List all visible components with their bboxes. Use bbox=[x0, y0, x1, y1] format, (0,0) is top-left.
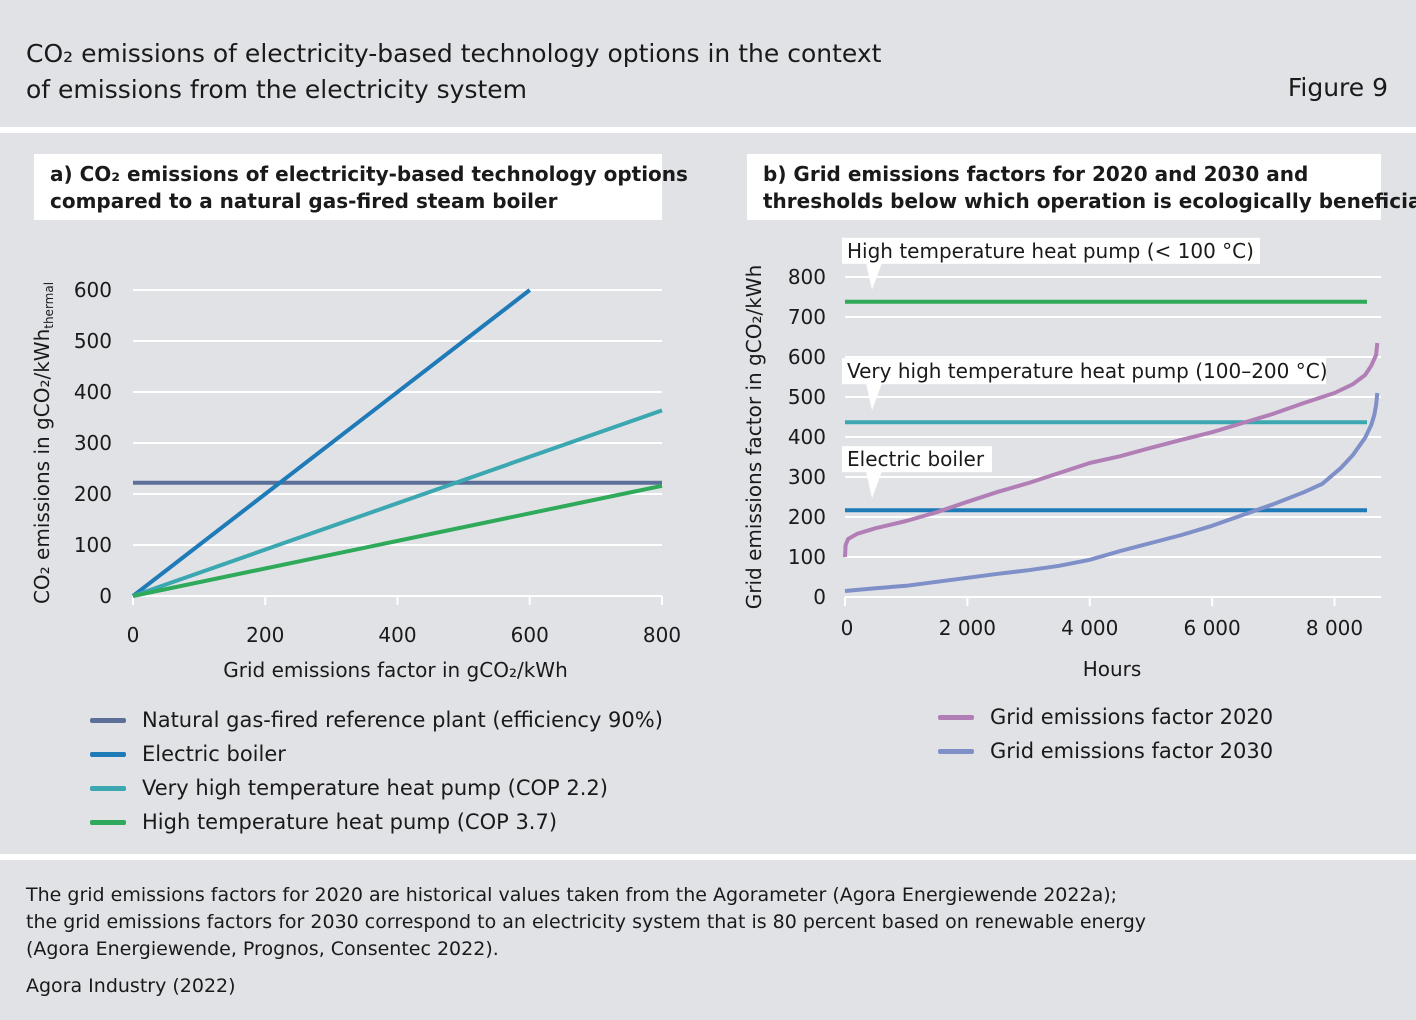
threshold-callout-pointer bbox=[866, 383, 882, 411]
figure-title-line-1: CO₂ emissions of electricity-based techn… bbox=[26, 39, 882, 68]
x-tick-label-b: 8 000 bbox=[1306, 616, 1363, 640]
threshold-label-box bbox=[842, 446, 992, 473]
figure-title: CO₂ emissions of electricity-based techn… bbox=[26, 36, 881, 108]
legend-b: Grid emissions factor 2020 Grid emissions… bbox=[938, 702, 1378, 772]
x-tick-label-a: 600 bbox=[511, 623, 549, 647]
y-tick-label-a: 600 bbox=[74, 278, 112, 302]
figure-title-line-2: of emissions from the electricity system bbox=[26, 75, 528, 104]
y-axis-label-a-main: CO₂ emissions in gCO₂/kWh bbox=[30, 329, 54, 604]
threshold-label: Very high temperature heat pump (100–200… bbox=[847, 359, 1328, 383]
y-tick-label-b: 700 bbox=[788, 305, 826, 329]
y-tick-label-b: 500 bbox=[788, 385, 826, 409]
legend-a-swatch bbox=[90, 718, 126, 723]
legend-a-swatch bbox=[90, 820, 126, 825]
legend-b-swatch bbox=[938, 715, 974, 720]
threshold-label: Electric boiler bbox=[847, 447, 985, 471]
x-axis-label-a: Grid emissions factor in gCO₂/kWh bbox=[223, 658, 568, 682]
x-axis-label-b: Hours bbox=[1083, 657, 1142, 681]
series-line-a bbox=[132, 483, 663, 598]
chart-b: 0 100 200 300 400 500 600 700 800 0 2 000 4 000 6 00… bbox=[742, 237, 1381, 681]
legend-a-label: Natural gas-fired reference plant (effic… bbox=[142, 708, 663, 732]
panel-b-title: b) Grid emissions factors for 2020 and 2… bbox=[747, 154, 1416, 220]
footer-note-line-1: The grid emissions factors for 2020 are … bbox=[26, 884, 1118, 906]
panel-a-title-line-2: compared to a natural gas-fired steam bo… bbox=[50, 189, 558, 213]
figure-header: CO₂ emissions of electricity-based techn… bbox=[0, 0, 1416, 128]
source-credit: Agora Industry (2022) bbox=[26, 975, 236, 997]
x-tick-label-b: 6 000 bbox=[1183, 616, 1240, 640]
panel-a-title-line-1: a) CO₂ emissions of electricity-based te… bbox=[50, 162, 688, 186]
series-line-b bbox=[843, 342, 1380, 558]
chart-a: 0 100 200 300 400 500 600 0 200 400 600 800 Grid emi… bbox=[30, 278, 681, 682]
y-tick-label-b: 300 bbox=[788, 465, 826, 489]
legend-a-swatch bbox=[90, 752, 126, 757]
legend-b-label: Grid emissions factor 2020 bbox=[990, 705, 1274, 729]
legend-b-label: Grid emissions factor 2030 bbox=[990, 739, 1274, 763]
y-axis-label-a-subscript: thermal bbox=[42, 282, 56, 329]
legend-a-swatch bbox=[90, 786, 126, 791]
footer-note: The grid emissions factors for 2020 are … bbox=[26, 882, 1146, 963]
y-tick-label-a: 0 bbox=[99, 584, 112, 608]
panel-a-title: a) CO₂ emissions of electricity-based te… bbox=[34, 154, 688, 220]
y-tick-label-a: 100 bbox=[74, 533, 112, 557]
panel-b-title-line-1: b) Grid emissions factors for 2020 and 2… bbox=[763, 162, 1309, 186]
x-tick-label-a: 0 bbox=[127, 623, 140, 647]
series-line-a bbox=[132, 408, 663, 598]
x-tick-label-a: 800 bbox=[643, 623, 681, 647]
y-tick-label-b: 400 bbox=[788, 425, 826, 449]
legend-a-label: Electric boiler bbox=[142, 742, 286, 766]
legend-a-label: High temperature heat pump (COP 3.7) bbox=[142, 810, 558, 834]
y-tick-label-a: 500 bbox=[74, 329, 112, 353]
y-tick-label-b: 800 bbox=[788, 265, 826, 289]
x-tick-label-b: 2 000 bbox=[939, 616, 996, 640]
series-line-a bbox=[131, 288, 532, 598]
threshold-label-box bbox=[842, 237, 1260, 264]
footer-divider bbox=[0, 854, 1416, 860]
series-line-b bbox=[844, 392, 1380, 593]
y-tick-label-a: 300 bbox=[74, 431, 112, 455]
y-tick-label-b: 0 bbox=[813, 585, 826, 609]
threshold-callout-pointer bbox=[866, 471, 882, 499]
threshold-label: High temperature heat pump (< 100 °C) bbox=[847, 239, 1254, 263]
threshold-callout-pointer bbox=[866, 262, 882, 290]
legend-b-swatch bbox=[938, 749, 974, 754]
y-axis-label-a: CO₂ emissions in gCO₂/kWhthermal bbox=[30, 282, 56, 604]
legend-a: Natural gas-fired reference plant (effic… bbox=[90, 705, 690, 845]
header-divider bbox=[0, 127, 1416, 133]
y-tick-label-b: 600 bbox=[788, 345, 826, 369]
footer-note-line-3: (Agora Energiewende, Prognos, Consentec … bbox=[26, 938, 499, 960]
figure-label: Figure 9 bbox=[1287, 73, 1388, 102]
y-tick-label-a: 400 bbox=[74, 380, 112, 404]
threshold-label-box bbox=[842, 358, 1326, 385]
legend-a-label: Very high temperature heat pump (COP 2.2… bbox=[142, 776, 608, 800]
footer-note-line-2: the grid emissions factors for 2030 corr… bbox=[26, 911, 1147, 933]
y-tick-label-b: 200 bbox=[788, 505, 826, 529]
y-tick-label-a: 200 bbox=[74, 482, 112, 506]
x-tick-label-b: 4 000 bbox=[1061, 616, 1118, 640]
y-tick-label-b: 100 bbox=[788, 545, 826, 569]
x-tick-label-b: 0 bbox=[841, 616, 854, 640]
y-axis-label-b: Grid emissions factor in gCO₂/kWh bbox=[742, 265, 766, 610]
x-tick-label-a: 200 bbox=[246, 623, 284, 647]
x-tick-label-a: 400 bbox=[378, 623, 416, 647]
panel-b-title-line-2: thresholds below which operation is ecol… bbox=[763, 189, 1416, 213]
